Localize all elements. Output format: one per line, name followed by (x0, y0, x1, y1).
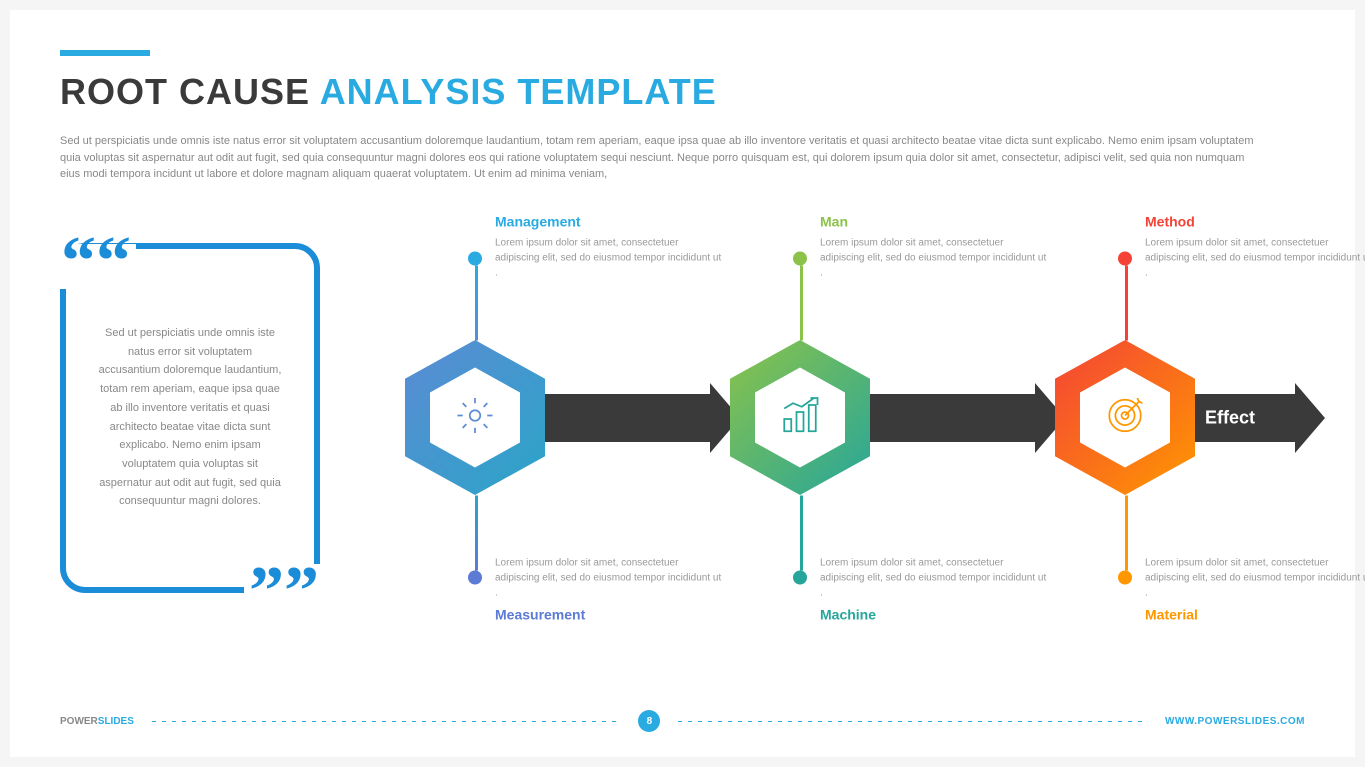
label-bottom-body: Lorem ipsum dolor sit amet, consectetuer… (1145, 555, 1365, 600)
hexagon-inner (755, 368, 845, 468)
label-top-title: Man (820, 213, 1050, 229)
label-bottom: Lorem ipsum dolor sit amet, consectetuer… (495, 555, 725, 628)
chart-icon (779, 394, 821, 441)
flow-container: Effect ManagementLorem ipsum dolor sit a… (350, 228, 1305, 608)
label-bottom: Lorem ipsum dolor sit amet, consectetuer… (820, 555, 1050, 628)
label-top: Man Lorem ipsum dolor sit amet, consectet… (820, 213, 1050, 280)
gear-icon (454, 394, 496, 441)
footer-dots-right (678, 721, 1147, 722)
hexagon-outer (405, 340, 545, 495)
label-bottom-body: Lorem ipsum dolor sit amet, consectetuer… (820, 555, 1050, 600)
slide: ROOT CAUSE ANALYSIS TEMPLATE Sed ut pers… (10, 10, 1355, 757)
quote-open-icon: ““ (56, 244, 136, 289)
label-bottom-title: Machine (820, 606, 1050, 622)
label-bottom-title: Material (1145, 606, 1365, 622)
brand: POWERSLIDES (60, 716, 134, 727)
effect-label: Effect (1205, 407, 1255, 428)
stem-down (475, 495, 478, 570)
label-top-body: Lorem ipsum dolor sit amet, consectetuer… (820, 235, 1050, 280)
dot-up (468, 251, 482, 265)
dot-down (1118, 570, 1132, 584)
quote-box: ““ Sed ut perspiciatis unde omnis iste n… (60, 243, 320, 593)
label-top-body: Lorem ipsum dolor sit amet, consectetuer… (495, 235, 725, 280)
label-top-title: Method (1145, 213, 1365, 229)
label-bottom: Lorem ipsum dolor sit amet, consectetuer… (1145, 555, 1365, 628)
diagram: ““ Sed ut perspiciatis unde omnis iste n… (60, 218, 1305, 618)
stem-up (800, 265, 803, 340)
label-top-title: Management (495, 213, 725, 229)
hexagon-node-1: ManLorem ipsum dolor sit amet, consectet… (730, 340, 870, 495)
label-top-body: Lorem ipsum dolor sit amet, consectetuer… (1145, 235, 1365, 280)
label-top: Management Lorem ipsum dolor sit amet, co… (495, 213, 725, 280)
hexagon-inner (430, 368, 520, 468)
label-top: Method Lorem ipsum dolor sit amet, consec… (1145, 213, 1365, 280)
quote-text: Sed ut perspiciatis unde omnis iste natu… (96, 324, 284, 511)
stem-down (1125, 495, 1128, 570)
accent-bar (60, 50, 150, 56)
quote-close-icon: ”” (244, 564, 324, 609)
hexagon-outer (730, 340, 870, 495)
hexagon-inner (1080, 368, 1170, 468)
intro-text: Sed ut perspiciatis unde omnis iste natu… (60, 133, 1260, 183)
title-part-2: ANALYSIS TEMPLATE (320, 71, 717, 112)
label-bottom-title: Measurement (495, 606, 725, 622)
hexagon-node-2: MethodLorem ipsum dolor sit amet, consec… (1055, 340, 1195, 495)
dot-down (793, 570, 807, 584)
stem-up (475, 265, 478, 340)
label-bottom-body: Lorem ipsum dolor sit amet, consectetuer… (495, 555, 725, 600)
title-part-1: ROOT CAUSE (60, 71, 310, 112)
footer: POWERSLIDES 8 WWW.POWERSLIDES.COM (60, 710, 1305, 732)
hexagon-node-0: ManagementLorem ipsum dolor sit amet, co… (405, 340, 545, 495)
footer-url: WWW.POWERSLIDES.COM (1165, 716, 1305, 727)
footer-dots-left (152, 721, 621, 722)
arrow-head-3 (1295, 383, 1325, 453)
target-icon (1104, 394, 1146, 441)
page-number: 8 (638, 710, 660, 732)
brand-part-2: SLIDES (98, 716, 134, 727)
brand-part-1: POWER (60, 716, 98, 727)
hexagon-outer (1055, 340, 1195, 495)
page-title: ROOT CAUSE ANALYSIS TEMPLATE (60, 71, 1305, 113)
dot-down (468, 570, 482, 584)
stem-down (800, 495, 803, 570)
dot-up (1118, 251, 1132, 265)
stem-up (1125, 265, 1128, 340)
dot-up (793, 251, 807, 265)
